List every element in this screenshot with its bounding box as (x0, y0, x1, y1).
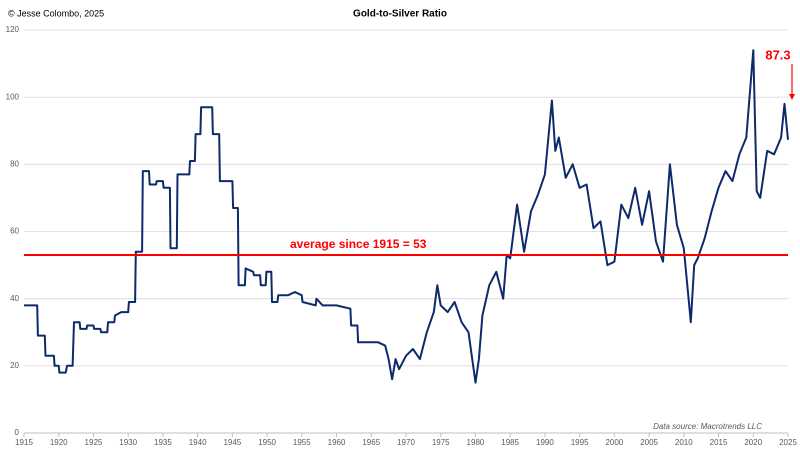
x-tick-label: 1930 (119, 438, 137, 447)
x-tick-label: 2025 (779, 438, 797, 447)
x-tick-label: 1915 (15, 438, 33, 447)
x-tick-label: 1970 (397, 438, 415, 447)
x-tick-label: 1945 (223, 438, 241, 447)
copyright: © Jesse Colombo, 2025 (8, 8, 104, 18)
chart-title: Gold-to-Silver Ratio (353, 9, 447, 20)
y-tick-label: 100 (6, 92, 20, 101)
x-tick-label: 2010 (675, 438, 693, 447)
x-tick-label: 1985 (501, 438, 519, 447)
x-tick-label: 2015 (710, 438, 728, 447)
y-tick-label: 120 (6, 25, 20, 34)
source-note: Data source: Macrotrends LLC (653, 422, 762, 431)
last-value-label: 87.3 (765, 47, 790, 62)
x-tick-label: 1995 (571, 438, 589, 447)
x-tick-label: 1990 (536, 438, 554, 447)
x-tick-label: 1960 (328, 438, 346, 447)
y-tick-label: 20 (10, 361, 19, 370)
x-tick-label: 1940 (189, 438, 207, 447)
x-tick-label: 1965 (362, 438, 380, 447)
y-tick-label: 0 (15, 428, 20, 437)
y-tick-label: 60 (10, 227, 19, 236)
x-tick-label: 1950 (258, 438, 276, 447)
y-tick-label: 80 (10, 159, 19, 168)
x-tick-label: 1975 (432, 438, 450, 447)
average-label: average since 1915 = 53 (290, 237, 427, 251)
x-tick-label: 1980 (467, 438, 485, 447)
x-tick-label: 1955 (293, 438, 311, 447)
x-tick-label: 2005 (640, 438, 658, 447)
x-tick-label: 1925 (85, 438, 103, 447)
x-tick-label: 2000 (605, 438, 623, 447)
x-tick-label: 1920 (50, 438, 68, 447)
data-line (24, 49, 789, 384)
x-tick-label: 2020 (744, 438, 762, 447)
annotation-arrowhead (789, 94, 795, 100)
y-tick-label: 40 (10, 294, 19, 303)
x-tick-label: 1935 (154, 438, 172, 447)
